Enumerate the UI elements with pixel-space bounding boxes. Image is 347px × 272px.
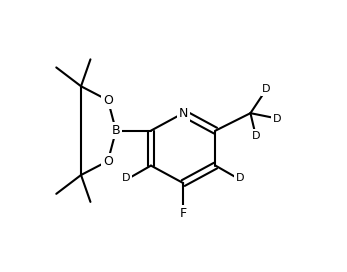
Text: B: B [112,124,120,137]
Text: O: O [103,94,113,107]
Text: F: F [180,207,187,220]
Text: D: D [252,131,260,141]
Text: D: D [273,113,281,123]
Text: D: D [262,84,271,94]
Text: O: O [103,154,113,168]
Text: D: D [236,173,245,183]
Text: D: D [122,173,130,183]
Text: N: N [178,107,188,120]
